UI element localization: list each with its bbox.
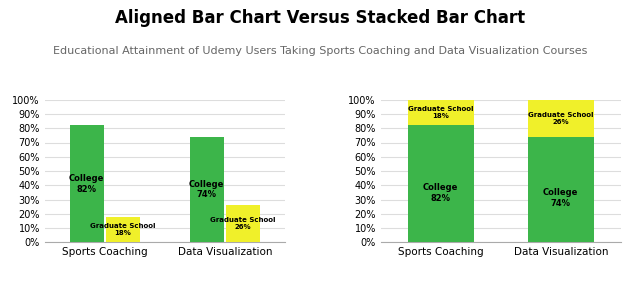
- Text: Graduate School
26%: Graduate School 26%: [528, 112, 593, 125]
- Bar: [106, 217, 140, 242]
- Text: Aligned Bar Chart Versus Stacked Bar Chart: Aligned Bar Chart Versus Stacked Bar Cha…: [115, 9, 525, 27]
- Text: Graduate School
26%: Graduate School 26%: [210, 217, 276, 230]
- Bar: [408, 100, 474, 125]
- Text: College
82%: College 82%: [423, 184, 458, 203]
- Text: Graduate School
18%: Graduate School 18%: [408, 106, 474, 119]
- Bar: [226, 205, 260, 242]
- Text: Graduate School
18%: Graduate School 18%: [90, 223, 156, 236]
- Text: College
82%: College 82%: [69, 174, 104, 194]
- Bar: [70, 125, 104, 242]
- Text: College
74%: College 74%: [189, 180, 225, 199]
- Text: Educational Attainment of Udemy Users Taking Sports Coaching and Data Visualizat: Educational Attainment of Udemy Users Ta…: [53, 46, 587, 56]
- Bar: [528, 137, 594, 242]
- Bar: [190, 137, 223, 242]
- Text: College
74%: College 74%: [543, 188, 579, 208]
- Bar: [408, 125, 474, 242]
- Bar: [528, 100, 594, 137]
